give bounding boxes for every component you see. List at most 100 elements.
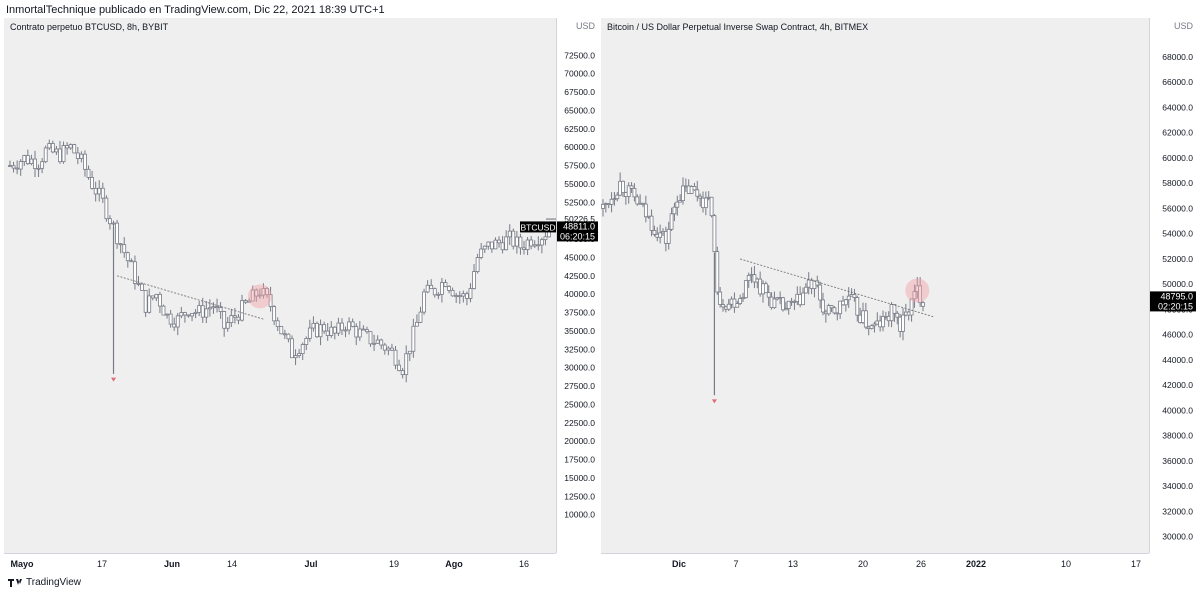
candle: [475, 253, 480, 274]
candle: [826, 303, 831, 316]
y-tick-label: 32500.0: [564, 344, 595, 354]
candle: [892, 304, 897, 322]
candle: [165, 313, 169, 319]
candle-body: [743, 280, 748, 299]
candle-body: [222, 311, 227, 329]
y-tick-label: 46000.0: [1162, 330, 1193, 340]
y-tick-label: 44000.0: [1162, 355, 1193, 365]
candle-body: [254, 289, 259, 297]
candle: [243, 299, 248, 304]
candle: [643, 195, 648, 223]
y-tick-label: 40000.0: [1162, 405, 1193, 415]
last-price-label: 48795.002:20:15: [1150, 291, 1196, 312]
candle-body: [379, 339, 384, 346]
candle-body: [243, 300, 248, 303]
y-tick-label: 10000.0: [564, 510, 595, 520]
candle: [336, 317, 341, 337]
candle-body: [397, 364, 401, 371]
candle: [447, 285, 451, 294]
candle-body: [407, 350, 412, 355]
y-tick-label: 27500.0: [564, 381, 595, 391]
candle: [322, 321, 327, 334]
candle-body: [315, 322, 319, 338]
candle: [368, 331, 373, 347]
candle: [275, 317, 280, 332]
candle: [863, 302, 868, 330]
candle: [472, 264, 476, 290]
candle: [397, 359, 401, 372]
candle: [75, 147, 80, 165]
tradingview-footer[interactable]: TradingView: [8, 577, 81, 588]
candle: [881, 310, 885, 332]
candle-body: [746, 274, 751, 282]
x-tick-label: 19: [389, 559, 399, 569]
candle-body: [93, 188, 98, 195]
plot-area[interactable]: BTCUSD: [4, 18, 556, 553]
candle-body: [609, 198, 614, 205]
candle: [133, 255, 137, 290]
candle-body: [115, 222, 119, 245]
candle: [743, 280, 748, 299]
publication-header: InmortalTechnique publicado en TradingVi…: [6, 4, 385, 16]
y-tick-label: 60000.0: [564, 142, 595, 152]
y-tick-label: 42500.0: [564, 271, 595, 281]
candle-body: [781, 297, 785, 311]
candle: [375, 335, 380, 344]
candle: [100, 182, 105, 203]
candle-body: [197, 305, 202, 313]
candle: [79, 151, 84, 163]
candle-body: [632, 187, 637, 198]
candle: [11, 161, 16, 173]
candle-body: [300, 344, 305, 355]
candle: [272, 305, 277, 326]
time-axis[interactable]: Mayo 17 Jun 14 Jul 19 Ago 16: [4, 553, 556, 572]
candle-body: [536, 244, 541, 247]
candle-body: [766, 292, 771, 298]
candle: [65, 142, 70, 155]
candle-body: [832, 307, 837, 314]
time-axis[interactable]: Dic 7 13 20 26 2022 10 17: [601, 553, 1149, 572]
candle: [83, 150, 87, 177]
candle: [422, 288, 426, 315]
candle-body: [329, 326, 334, 336]
candle-body: [140, 283, 144, 291]
candle: [161, 304, 166, 316]
y-tick-label: 67500.0: [564, 87, 595, 97]
candle: [712, 214, 717, 253]
candle: [343, 326, 348, 338]
candle: [86, 165, 91, 180]
last-price-bg: [1150, 291, 1196, 312]
bar-countdown: 06:20:15: [560, 231, 595, 241]
low-marker-icon: [111, 377, 117, 382]
price-axis[interactable]: USD 72500.0 70000.0 67500.0 65000.0 62500.0 60…: [556, 18, 598, 553]
candle: [54, 145, 59, 155]
candle-body: [261, 288, 266, 296]
candle-body: [783, 308, 788, 311]
candle-body: [621, 180, 625, 194]
candle-body: [643, 203, 648, 218]
chart-svg-bybit: BTCUSD: [8, 139, 556, 383]
candle-body: [815, 280, 820, 286]
candle-body: [626, 185, 631, 197]
candle: [304, 336, 309, 351]
candle: [721, 298, 725, 312]
candle: [698, 193, 703, 207]
candle-body: [454, 295, 459, 298]
price-axis[interactable]: USD 68000.0 66000.0 64000.0 62000.0 60000.0 58…: [1149, 18, 1196, 553]
symbol-label: BTCUSD: [520, 221, 556, 233]
candle: [329, 321, 334, 338]
candle-body: [79, 153, 84, 159]
candle: [347, 317, 352, 335]
candle-body: [826, 305, 831, 315]
candle-body: [111, 222, 116, 225]
candle: [204, 300, 209, 324]
plot-area[interactable]: [601, 18, 1149, 553]
symbol-label-bg: [520, 221, 556, 233]
candle: [22, 154, 27, 166]
candle-body: [901, 314, 905, 332]
candle: [486, 241, 491, 250]
y-tick-label: 35000.0: [564, 326, 595, 336]
candle-body: [461, 293, 466, 297]
trendline: [740, 258, 935, 318]
candle: [832, 306, 837, 315]
